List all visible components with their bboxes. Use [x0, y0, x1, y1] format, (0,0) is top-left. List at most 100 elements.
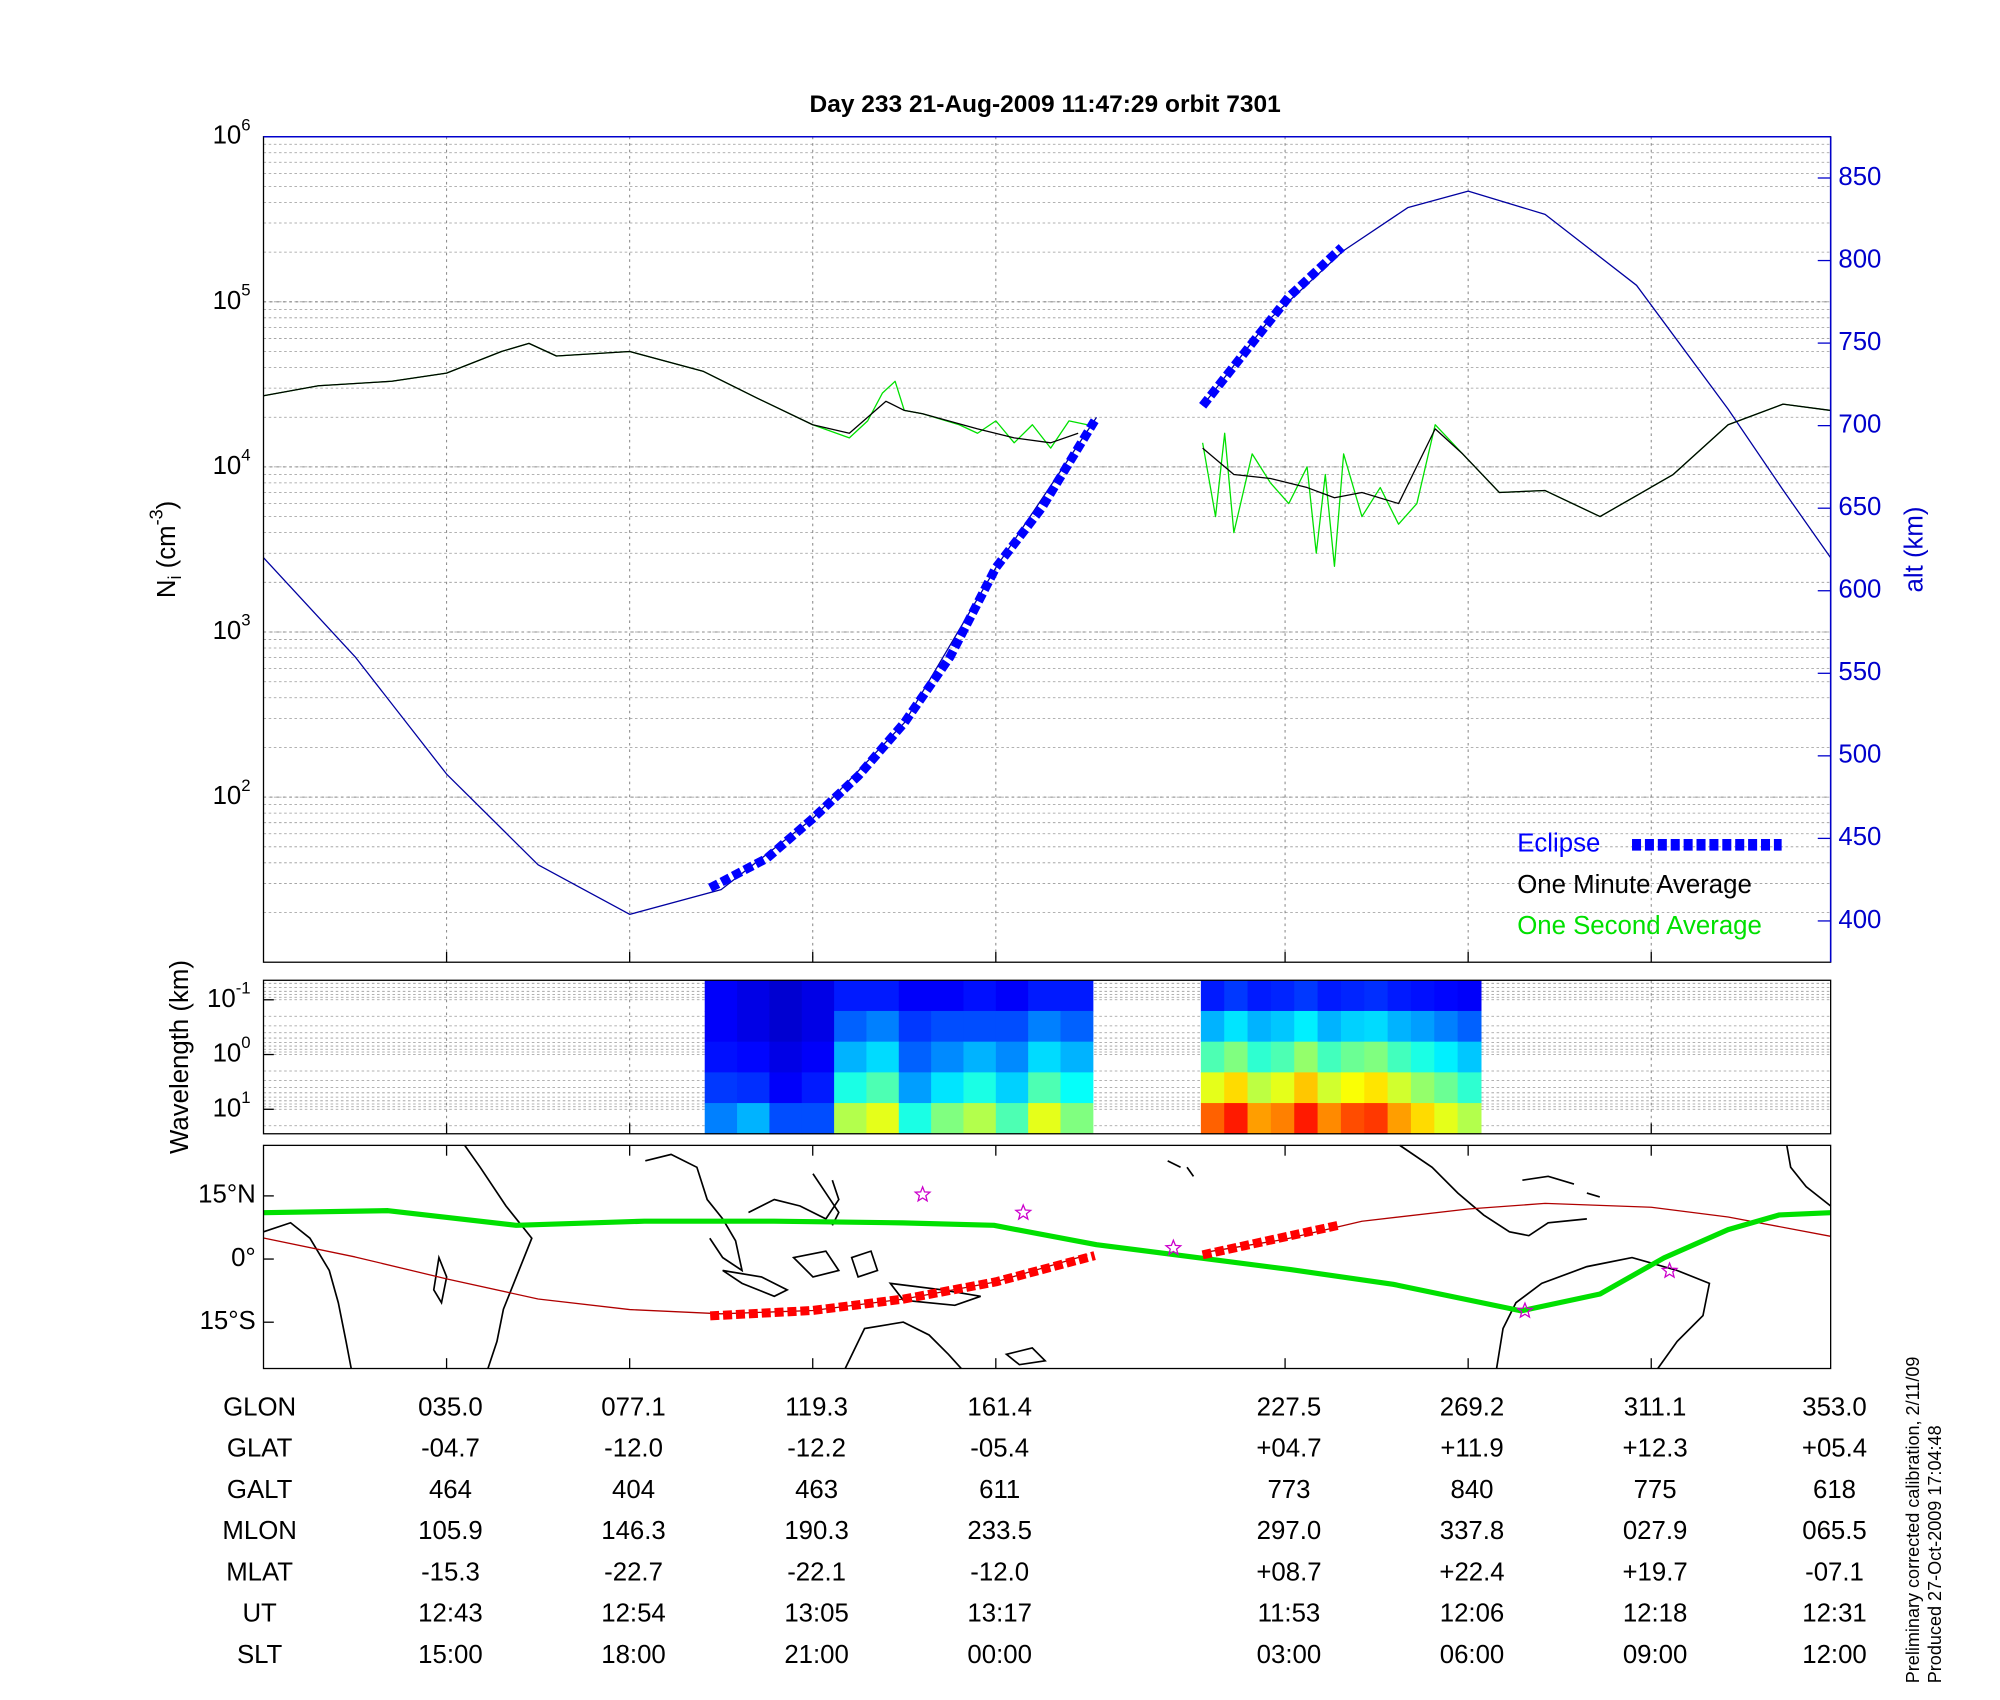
y2-tick-label: 650 [1838, 493, 1881, 521]
tick-base: 10 [213, 1094, 242, 1122]
table-cell: +08.7 [1256, 1558, 1321, 1586]
row-label: SLT [237, 1641, 283, 1669]
table-cell: 227.5 [1257, 1393, 1322, 1421]
spectrogram-cell [1434, 1010, 1459, 1043]
tick-exponent: -1 [236, 979, 251, 998]
spectrogram-cell [995, 980, 1029, 1012]
spectrogram-cell [834, 1072, 867, 1104]
spectrogram-cell [801, 1010, 835, 1043]
spectrogram-cell [801, 1103, 835, 1135]
table-cell: +11.9 [1440, 1435, 1503, 1463]
y-tick-label: 101 [213, 1088, 251, 1122]
spectrogram-cell [1364, 1010, 1389, 1043]
spectrogram-cell [1270, 1041, 1295, 1073]
spectrogram-cell [1340, 1072, 1365, 1104]
label-unit-close: ) [153, 501, 181, 510]
y-tick-label: 15°N [198, 1181, 256, 1209]
spectrogram-cell [1410, 1103, 1435, 1135]
row-label: GLON [223, 1393, 296, 1421]
spectrogram-cell [931, 980, 965, 1012]
spectrogram-cell [1387, 1072, 1412, 1104]
spectrogram-cell [963, 1041, 997, 1073]
spectrogram-cell [834, 1041, 867, 1073]
table-cell: 161.4 [967, 1393, 1032, 1421]
spectrogram-cell [1364, 1041, 1389, 1073]
table-cell: 146.3 [601, 1517, 666, 1545]
table-cell: -07.1 [1805, 1558, 1864, 1586]
row-label: UT [242, 1600, 277, 1628]
spectrogram-cell [1224, 980, 1249, 1012]
table-cell: 190.3 [784, 1517, 849, 1545]
y-axis-label: Ni (cm-3) [147, 501, 185, 598]
spectrogram-cell [704, 1010, 738, 1043]
y2-tick-label: 750 [1838, 328, 1881, 356]
spectrogram-cell [1060, 1010, 1094, 1043]
spectrogram-cell [1317, 980, 1342, 1012]
spectrogram-cell [931, 1103, 965, 1135]
table-cell: 027.9 [1623, 1517, 1688, 1545]
table-cell: 13:05 [784, 1600, 849, 1628]
tick-exponent: 6 [241, 116, 250, 135]
table-cell: 13:17 [967, 1600, 1032, 1628]
data-line [263, 1208, 1831, 1314]
footnote: Preliminary corrected calibration, 2/11/… [1903, 1357, 1923, 1684]
tick-exponent: 5 [241, 281, 250, 300]
table-cell: -15.3 [421, 1558, 480, 1586]
table-cell: +19.7 [1622, 1558, 1687, 1586]
table-cell: -12.0 [604, 1435, 663, 1463]
tick-exponent: 3 [241, 611, 250, 630]
spectrogram-cell [866, 980, 900, 1012]
spectrogram-cell [1410, 1041, 1435, 1073]
spectrogram-cell [898, 1010, 932, 1043]
spectrogram-cell [898, 1072, 932, 1104]
spectrogram-cell [737, 980, 770, 1012]
table-cell: +04.7 [1256, 1435, 1321, 1463]
table-cell: 077.1 [601, 1393, 666, 1421]
table-cell: 119.3 [785, 1393, 848, 1421]
table-cell: -04.7 [421, 1435, 480, 1463]
y2-tick-label: 400 [1838, 906, 1881, 934]
data-line [708, 244, 1345, 892]
table-cell: 09:00 [1623, 1641, 1688, 1669]
plot-frame [262, 979, 1832, 1135]
spectrogram-cell [1028, 1041, 1062, 1073]
table-cell: 618 [1813, 1476, 1856, 1504]
spectrogram-cell [1294, 1010, 1319, 1043]
spectrogram-cell [1060, 980, 1094, 1012]
spectrogram-cell [963, 1010, 997, 1043]
spectrogram-cell [1434, 1072, 1459, 1104]
y-tick-label: 106 [213, 116, 251, 150]
table-cell: 00:00 [967, 1641, 1032, 1669]
spectrogram-cell [1028, 1010, 1062, 1043]
spectrogram-cell [1294, 980, 1319, 1012]
legend-label: One Minute Average [1517, 871, 1752, 899]
table-cell: -22.1 [787, 1558, 846, 1586]
table-cell: -05.4 [970, 1435, 1029, 1463]
tick-base: 10 [213, 122, 242, 150]
spectrogram-cell [1224, 1041, 1249, 1073]
spectrogram-cell [898, 980, 932, 1012]
spectrogram-cell [1028, 1072, 1062, 1104]
table-cell: 11:53 [1258, 1600, 1321, 1628]
y-tick-label: 15°S [200, 1307, 256, 1335]
spectrogram-cell [1340, 1041, 1365, 1073]
tick-base: 10 [213, 782, 242, 810]
spectrogram-cell [1457, 1103, 1482, 1135]
table-cell: -12.2 [787, 1435, 846, 1463]
spectrogram-cell [995, 1041, 1029, 1073]
spectrogram-cell [931, 1041, 965, 1073]
y2-tick-label: 850 [1838, 163, 1881, 191]
row-label: GALT [227, 1476, 293, 1504]
table-cell: 105.9 [418, 1517, 483, 1545]
y2-axis-label: alt (km) [1901, 507, 1929, 593]
spectrogram-cell [737, 1041, 770, 1073]
spectrogram-cell [1224, 1010, 1249, 1043]
spectrogram-cell [963, 1103, 997, 1135]
station-marker [1014, 1203, 1033, 1221]
table-cell: 065.5 [1802, 1517, 1867, 1545]
spectrogram-cell [1200, 1072, 1225, 1104]
table-cell: 035.0 [418, 1393, 483, 1421]
spectrogram-cell [704, 980, 738, 1012]
spectrogram-cell [1247, 1072, 1272, 1104]
table-cell: 404 [612, 1476, 655, 1504]
